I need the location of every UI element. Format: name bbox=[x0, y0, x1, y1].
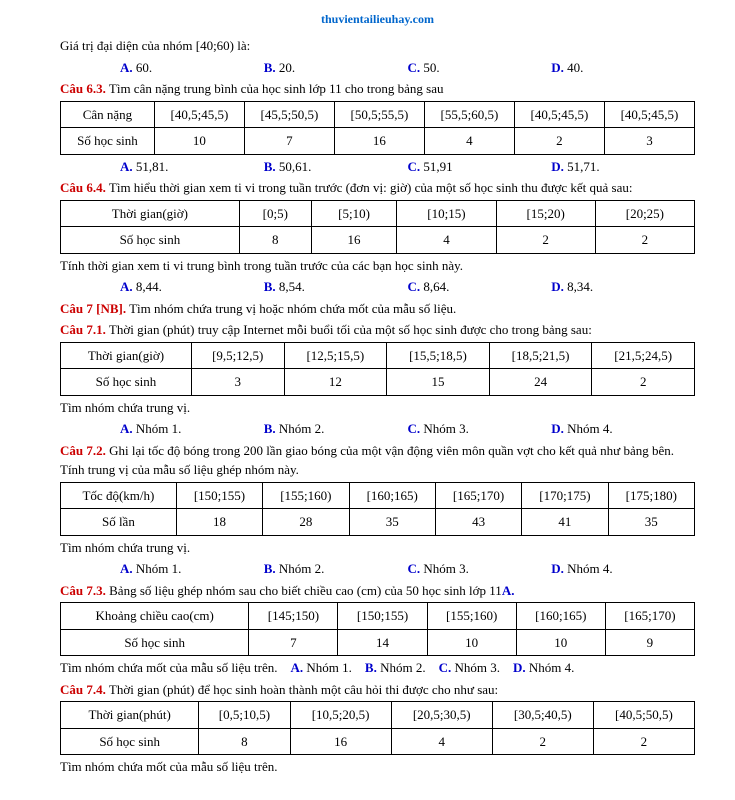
q74-text: Thời gian (phút) để học sinh hoàn thành … bbox=[109, 682, 498, 697]
q73-label: Câu 7.3. bbox=[60, 583, 106, 598]
q63-r2h: Số học sinh bbox=[61, 128, 155, 155]
q73-after-row: Tìm nhóm chứa mốt của mẫu số liệu trên. … bbox=[60, 658, 695, 678]
q64-after: Tính thời gian xem ti vi trung bình tron… bbox=[60, 256, 695, 276]
q7-label: Câu 7 [NB]. bbox=[60, 301, 126, 316]
q63-table: Cân nặng [40,5;45,5)[45,5;50,5)[50,5;55,… bbox=[60, 101, 695, 155]
q71-label: Câu 7.1. bbox=[60, 322, 106, 337]
q74-after: Tìm nhóm chứa mốt của mẫu số liệu trên. bbox=[60, 757, 695, 777]
q64-text: Tìm hiểu thời gian xem ti vi trong tuần … bbox=[109, 180, 633, 195]
q72-after: Tìm nhóm chứa trung vị. bbox=[60, 538, 695, 558]
q71-after: Tìm nhóm chứa trung vị. bbox=[60, 398, 695, 418]
q73-suffix: A. bbox=[502, 583, 515, 598]
q72-table: Tốc độ(km/h) [150;155)[155;160)[160;165)… bbox=[60, 482, 695, 536]
opt-a: 60. bbox=[136, 60, 152, 75]
q71-options: A. Nhóm 1. B. Nhóm 2. C. Nhóm 3. D. Nhóm… bbox=[120, 419, 695, 439]
q64-table: Thời gian(giờ) [0;5)[5;10)[10;15)[15;20)… bbox=[60, 200, 695, 254]
q74-label: Câu 7.4. bbox=[60, 682, 106, 697]
q73-after: Tìm nhóm chứa mốt của mẫu số liệu trên. bbox=[60, 660, 278, 675]
opt-b: 20. bbox=[279, 60, 295, 75]
q63-options: A. 51,81. B. 50,61. C. 51,91 D. 51,71. bbox=[120, 157, 695, 177]
q72-text: Ghi lại tốc độ bóng trong 200 lần giao b… bbox=[60, 443, 674, 478]
q63-r1h: Cân nặng bbox=[61, 101, 155, 128]
q63-text: Tìm cân nặng trung bình của học sinh lớp… bbox=[109, 81, 444, 96]
q64-options: A. 8,44. B. 8,54. C. 8,64. D. 8,34. bbox=[120, 277, 695, 297]
q64-label: Câu 6.4. bbox=[60, 180, 106, 195]
intro-options: A. 60. B. 20. C. 50. D. 40. bbox=[120, 58, 695, 78]
q63-label: Câu 6.3. bbox=[60, 81, 106, 96]
intro-text: Giá trị đại diện của nhóm [40;60) là: bbox=[60, 36, 695, 56]
q72-label: Câu 7.2. bbox=[60, 443, 106, 458]
q71-text: Thời gian (phút) truy cập Internet mỗi b… bbox=[109, 322, 592, 337]
header-link[interactable]: thuvientailieuhay.com bbox=[60, 10, 695, 28]
opt-c: 50. bbox=[423, 60, 439, 75]
q72-options: A. Nhóm 1. B. Nhóm 2. C. Nhóm 3. D. Nhóm… bbox=[120, 559, 695, 579]
q73-text: Bảng số liệu ghép nhóm sau cho biết chiề… bbox=[109, 583, 502, 598]
q7-text: Tìm nhóm chứa trung vị hoặc nhóm chứa mố… bbox=[129, 301, 456, 316]
q74-table: Thời gian(phút) [0,5;10,5)[10,5;20,5)[20… bbox=[60, 701, 695, 755]
opt-d: 40. bbox=[567, 60, 583, 75]
q71-table: Thời gian(giờ) [9,5;12,5)[12,5;15,5)[15,… bbox=[60, 342, 695, 396]
q73-table: Khoảng chiều cao(cm) [145;150)[150;155)[… bbox=[60, 602, 695, 656]
